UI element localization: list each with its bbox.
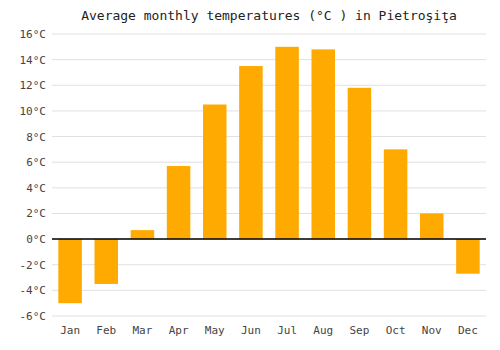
x-tick-label: Apr [169,324,189,337]
y-tick-label: -6°C [20,310,47,323]
grid-line [52,162,486,163]
y-tick-label: 8°C [26,131,46,144]
x-tick-label: Jan [60,324,80,337]
x-tick-label: May [205,324,225,337]
grid-line [52,85,486,86]
x-axis: Jan Feb Mar Apr May Jun Jul Aug Sep Oct Nov Dec [60,324,478,337]
bar [167,166,191,239]
y-tick-label: -2°C [20,259,47,272]
grid-line [52,110,486,111]
grid-line [52,187,486,188]
y-tick-label: 6°C [26,156,46,169]
x-tick-label: Dec [458,324,478,337]
bar [275,47,299,239]
bar [203,105,227,240]
x-tick-label: Jun [241,324,261,337]
bars [58,47,479,303]
bar [311,49,335,239]
grid-line [52,34,486,35]
grid-line [52,239,486,240]
grid [52,34,486,316]
y-axis: -6°C -4°C -2°C 0°C 2°C 4°C 6°C 8°C 10°C 12°C 14°C 1… [20,28,47,323]
bar [456,239,480,274]
y-tick-label: 16°C [20,28,47,41]
bar [239,66,263,239]
x-tick-label: Mar [132,324,152,337]
page: {"chart_data": {"type": "bar", "title": … [0,0,500,350]
bar [94,239,118,284]
x-tick-label: Oct [386,324,406,337]
bar [58,239,82,303]
bar [384,149,408,239]
y-tick-label: -4°C [20,284,47,297]
y-tick-label: 2°C [26,207,46,220]
y-tick-label: 0°C [26,233,46,246]
y-tick-label: 12°C [20,79,47,92]
y-tick-label: 4°C [26,182,46,195]
bar [131,230,155,239]
x-tick-label: Aug [313,324,333,337]
grid-line [52,316,486,317]
chart-svg: Average monthly temperatures (°C ) in Pi… [0,0,500,350]
x-tick-label: Feb [96,324,116,337]
chart-container: Average monthly temperatures (°C ) in Pi… [0,0,500,350]
grid-line [52,290,486,291]
grid-line [52,136,486,137]
grid-line [52,59,486,60]
x-tick-label: Jul [277,324,297,337]
zero-line [52,238,486,240]
x-tick-label: Nov [422,324,442,337]
y-tick-label: 10°C [20,105,47,118]
y-tick-label: 14°C [20,54,47,67]
bar [348,88,372,239]
bar [420,213,444,239]
x-tick-label: Sep [349,324,369,337]
title: Average monthly temperatures (°C ) in Pi… [81,8,457,23]
